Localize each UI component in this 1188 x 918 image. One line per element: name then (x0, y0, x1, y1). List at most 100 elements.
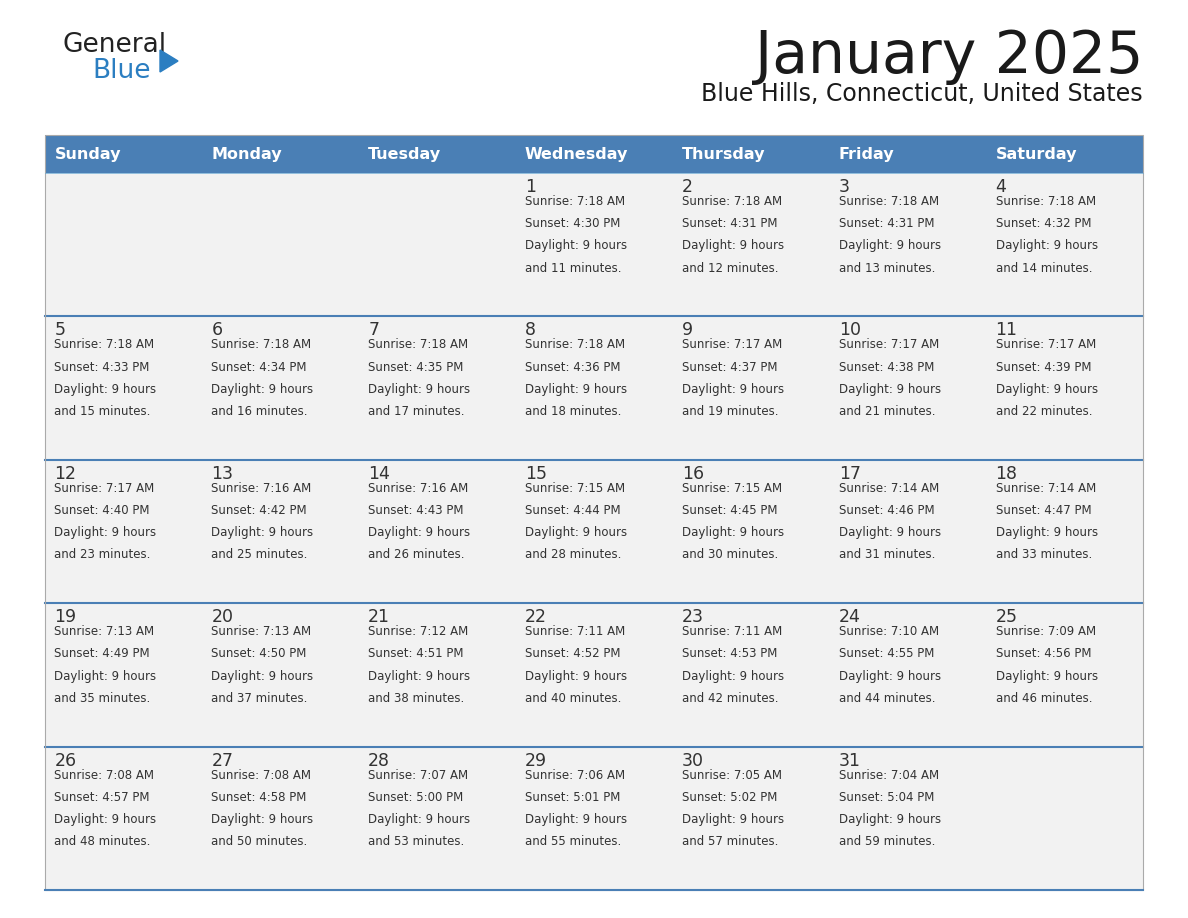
Text: Daylight: 9 hours: Daylight: 9 hours (525, 526, 627, 539)
Text: General: General (62, 32, 166, 58)
Text: 15: 15 (525, 465, 546, 483)
Text: Sunrise: 7:18 AM: Sunrise: 7:18 AM (996, 195, 1095, 208)
Bar (986, 460, 1143, 603)
Bar (516, 317, 672, 460)
Text: and 18 minutes.: and 18 minutes. (525, 405, 621, 418)
Text: and 17 minutes.: and 17 minutes. (368, 405, 465, 418)
Bar (516, 173, 672, 317)
Bar (45, 135, 1143, 890)
Text: Daylight: 9 hours: Daylight: 9 hours (211, 813, 314, 826)
Bar (829, 746, 986, 890)
Bar (829, 173, 986, 317)
Text: Daylight: 9 hours: Daylight: 9 hours (525, 240, 627, 252)
Text: and 30 minutes.: and 30 minutes. (682, 548, 778, 562)
Text: 17: 17 (839, 465, 860, 483)
Text: and 23 minutes.: and 23 minutes. (55, 548, 151, 562)
Text: Sunset: 5:02 PM: Sunset: 5:02 PM (682, 790, 777, 804)
Text: Daylight: 9 hours: Daylight: 9 hours (839, 526, 941, 539)
Text: Sunset: 4:40 PM: Sunset: 4:40 PM (55, 504, 150, 517)
Text: and 46 minutes.: and 46 minutes. (996, 692, 1092, 705)
Text: Daylight: 9 hours: Daylight: 9 hours (682, 526, 784, 539)
Text: 14: 14 (368, 465, 390, 483)
Text: Sunrise: 7:18 AM: Sunrise: 7:18 AM (368, 339, 468, 352)
Text: Sunrise: 7:06 AM: Sunrise: 7:06 AM (525, 768, 625, 781)
Bar (45, 135, 202, 173)
Text: Sunset: 4:37 PM: Sunset: 4:37 PM (682, 361, 777, 374)
Bar (986, 603, 1143, 746)
Bar (202, 135, 359, 173)
Text: 24: 24 (839, 609, 860, 626)
Text: and 55 minutes.: and 55 minutes. (525, 835, 621, 848)
Text: 3: 3 (839, 178, 849, 196)
Text: and 11 minutes.: and 11 minutes. (525, 262, 621, 274)
Text: Sunrise: 7:14 AM: Sunrise: 7:14 AM (996, 482, 1095, 495)
Bar (45, 746, 202, 890)
Bar (45, 603, 202, 746)
Text: 11: 11 (996, 321, 1018, 340)
Text: Sunset: 4:58 PM: Sunset: 4:58 PM (211, 790, 307, 804)
Text: 13: 13 (211, 465, 233, 483)
Text: Sunrise: 7:11 AM: Sunrise: 7:11 AM (525, 625, 625, 638)
Text: Sunset: 4:47 PM: Sunset: 4:47 PM (996, 504, 1092, 517)
Text: Daylight: 9 hours: Daylight: 9 hours (996, 526, 1098, 539)
Text: Sunset: 4:43 PM: Sunset: 4:43 PM (368, 504, 463, 517)
Text: and 22 minutes.: and 22 minutes. (996, 405, 1092, 418)
Text: Sunset: 4:31 PM: Sunset: 4:31 PM (839, 218, 934, 230)
Text: 23: 23 (682, 609, 703, 626)
Bar (672, 460, 829, 603)
Text: Sunday: Sunday (55, 147, 121, 162)
Bar (672, 135, 829, 173)
Text: Daylight: 9 hours: Daylight: 9 hours (525, 669, 627, 683)
Text: 31: 31 (839, 752, 860, 769)
Text: 26: 26 (55, 752, 76, 769)
Text: and 57 minutes.: and 57 minutes. (682, 835, 778, 848)
Bar (45, 173, 202, 317)
Text: Sunrise: 7:08 AM: Sunrise: 7:08 AM (211, 768, 311, 781)
Text: and 50 minutes.: and 50 minutes. (211, 835, 308, 848)
Text: 7: 7 (368, 321, 379, 340)
Text: Sunrise: 7:12 AM: Sunrise: 7:12 AM (368, 625, 468, 638)
Text: Sunrise: 7:14 AM: Sunrise: 7:14 AM (839, 482, 939, 495)
Text: Sunset: 4:32 PM: Sunset: 4:32 PM (996, 218, 1091, 230)
Text: Daylight: 9 hours: Daylight: 9 hours (996, 383, 1098, 396)
Bar (672, 746, 829, 890)
Text: Daylight: 9 hours: Daylight: 9 hours (55, 383, 157, 396)
Text: Sunset: 5:01 PM: Sunset: 5:01 PM (525, 790, 620, 804)
Text: Daylight: 9 hours: Daylight: 9 hours (211, 669, 314, 683)
Text: Daylight: 9 hours: Daylight: 9 hours (525, 383, 627, 396)
Polygon shape (160, 50, 178, 72)
Text: Daylight: 9 hours: Daylight: 9 hours (211, 526, 314, 539)
Text: Sunset: 4:46 PM: Sunset: 4:46 PM (839, 504, 934, 517)
Text: Sunset: 4:38 PM: Sunset: 4:38 PM (839, 361, 934, 374)
Bar (516, 746, 672, 890)
Text: and 38 minutes.: and 38 minutes. (368, 692, 465, 705)
Text: Daylight: 9 hours: Daylight: 9 hours (368, 813, 470, 826)
Text: Sunset: 4:31 PM: Sunset: 4:31 PM (682, 218, 777, 230)
Text: 18: 18 (996, 465, 1018, 483)
Text: and 59 minutes.: and 59 minutes. (839, 835, 935, 848)
Text: and 19 minutes.: and 19 minutes. (682, 405, 778, 418)
Text: Sunrise: 7:13 AM: Sunrise: 7:13 AM (211, 625, 311, 638)
Text: Wednesday: Wednesday (525, 147, 628, 162)
Text: Sunset: 4:56 PM: Sunset: 4:56 PM (996, 647, 1091, 660)
Text: Sunset: 4:51 PM: Sunset: 4:51 PM (368, 647, 463, 660)
Text: Sunset: 4:52 PM: Sunset: 4:52 PM (525, 647, 620, 660)
Text: Daylight: 9 hours: Daylight: 9 hours (55, 813, 157, 826)
Text: 2: 2 (682, 178, 693, 196)
Text: Sunrise: 7:05 AM: Sunrise: 7:05 AM (682, 768, 782, 781)
Text: Sunrise: 7:15 AM: Sunrise: 7:15 AM (525, 482, 625, 495)
Bar (359, 173, 516, 317)
Text: Sunset: 5:04 PM: Sunset: 5:04 PM (839, 790, 934, 804)
Text: and 48 minutes.: and 48 minutes. (55, 835, 151, 848)
Text: Sunrise: 7:18 AM: Sunrise: 7:18 AM (211, 339, 311, 352)
Text: Saturday: Saturday (996, 147, 1078, 162)
Text: and 42 minutes.: and 42 minutes. (682, 692, 778, 705)
Text: Daylight: 9 hours: Daylight: 9 hours (525, 813, 627, 826)
Bar (202, 317, 359, 460)
Text: Sunset: 4:44 PM: Sunset: 4:44 PM (525, 504, 620, 517)
Text: Daylight: 9 hours: Daylight: 9 hours (55, 669, 157, 683)
Text: Sunrise: 7:11 AM: Sunrise: 7:11 AM (682, 625, 782, 638)
Text: Daylight: 9 hours: Daylight: 9 hours (55, 526, 157, 539)
Text: Sunrise: 7:08 AM: Sunrise: 7:08 AM (55, 768, 154, 781)
Text: Sunrise: 7:07 AM: Sunrise: 7:07 AM (368, 768, 468, 781)
